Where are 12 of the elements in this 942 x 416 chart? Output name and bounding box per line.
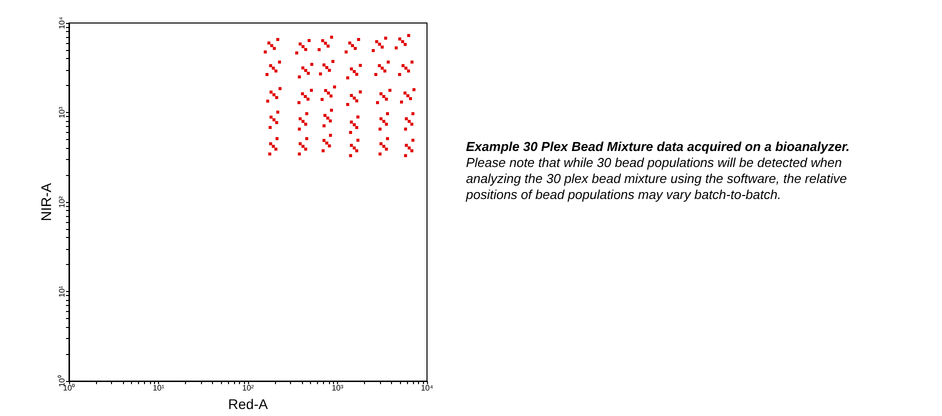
y-tick-label: 10² [58,196,66,208]
x-tick-label: 10⁴ [420,384,434,393]
x-tick-label: 10³ [332,384,344,393]
x-tick-label: 10² [242,384,254,393]
y-tick-label: 10¹ [58,285,66,298]
text: Please note that while 30 bead populations will be detected when analyzing the 30 plex bead mixture using the software, the relative positions of bead populations may vary batch-to-batch. [466,155,848,203]
y-tick-label: 10⁴ [58,16,66,30]
y-tick-label: 10³ [58,106,66,118]
y-axis-title: NIR-A [38,182,54,222]
x-tick-label: 10¹ [152,384,165,393]
text: Example 30 Plex Bead Mixture data acquired on a bioanalyzer. [466,139,851,155]
x-axis-title: Red-A [228,396,268,412]
